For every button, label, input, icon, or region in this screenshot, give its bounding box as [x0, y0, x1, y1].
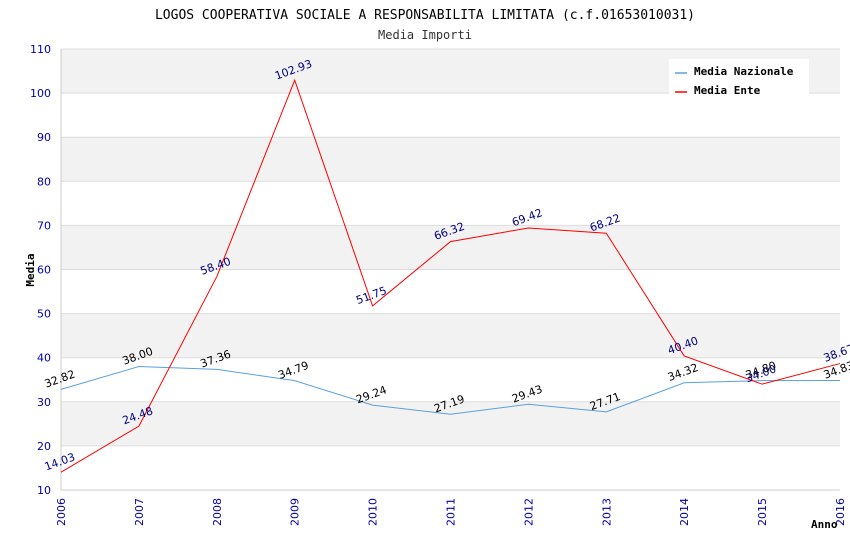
grid-band [61, 401, 840, 446]
x-tick-label: 2009 [289, 498, 302, 526]
legend-label-media-ente: Media Ente [694, 84, 761, 97]
y-axis-ticks: 10 20 30 40 50 60 70 80 90 100 110 [30, 43, 51, 497]
y-tick-label: 70 [37, 219, 51, 232]
grid-band [61, 313, 840, 358]
grid-band [61, 357, 840, 402]
grid-band [61, 181, 840, 226]
y-tick-label: 90 [37, 131, 51, 144]
y-tick-label: 10 [37, 484, 51, 497]
grid-band [61, 225, 840, 270]
y-tick-label: 80 [37, 175, 51, 188]
y-tick-label: 50 [37, 308, 51, 321]
y-tick-label: 110 [30, 43, 51, 56]
y-axis-label: Media [24, 253, 37, 286]
x-tick-label: 2014 [678, 498, 691, 526]
x-tick-label: 2010 [367, 498, 380, 526]
y-tick-label: 40 [37, 352, 51, 365]
grid-band [61, 269, 840, 314]
grid-band [61, 93, 840, 138]
legend-box [669, 59, 809, 99]
grid-band [61, 445, 840, 490]
y-tick-label: 20 [37, 440, 51, 453]
series-line-media-ente [60, 78, 841, 473]
series-lines [60, 78, 841, 473]
x-tick-label: 2013 [600, 498, 613, 526]
x-tick-label: 2015 [756, 498, 769, 526]
axes [60, 49, 840, 491]
x-tick-label: 2006 [55, 498, 68, 526]
x-tick-label: 2011 [445, 498, 458, 526]
grid-bands [61, 49, 840, 490]
legend-label-media-nazionale: Media Nazionale [694, 65, 794, 78]
y-tick-label: 100 [30, 87, 51, 100]
x-tick-label: 2008 [211, 498, 224, 526]
x-tick-label: 2016 [834, 498, 847, 526]
y-tick-label: 30 [37, 396, 51, 409]
chart-title: LOGOS COOPERATIVA SOCIALE A RESPONSABILI… [155, 8, 695, 23]
x-tick-label: 2007 [133, 498, 146, 526]
legend: Media Nazionale Media Ente [669, 59, 809, 99]
chart-subtitle: Media Importi [378, 28, 472, 42]
y-tick-label: 60 [37, 264, 51, 277]
series-line-media-nazionale [60, 366, 841, 415]
x-tick-label: 2012 [522, 498, 535, 526]
grid-band [61, 137, 840, 182]
x-axis-ticks: 2006 2007 2008 2009 2010 2011 2012 2013 2014 2015… [55, 498, 847, 526]
x-axis-label: Anno [811, 518, 838, 531]
